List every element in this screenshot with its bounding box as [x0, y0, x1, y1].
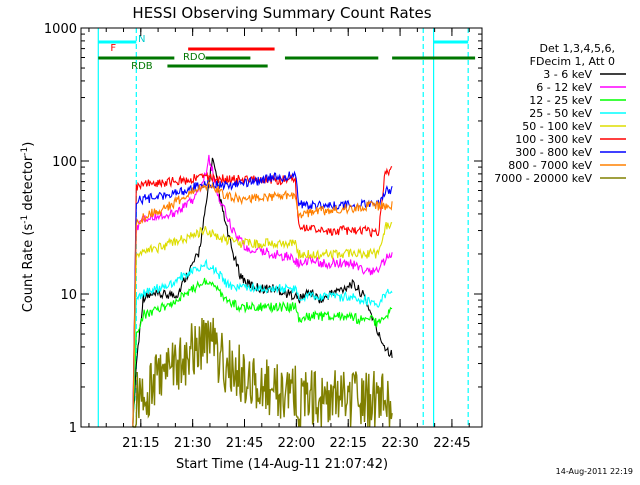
- y-axis-label-mid: detector: [21, 155, 36, 215]
- series-line: [132, 157, 393, 428]
- legend-entry-label: 12 - 25 keV: [529, 94, 592, 107]
- y-axis-label-main: Count Rate (s: [21, 224, 36, 313]
- legend-entry-label: 300 - 800 keV: [515, 146, 592, 159]
- x-tick-label: 22:45: [433, 436, 470, 451]
- series-line: [132, 154, 393, 428]
- chart-title: HESSI Observing Summary Count Rates: [132, 4, 431, 22]
- series-line: [132, 170, 393, 427]
- y-axis-label-sup2: -1: [20, 147, 30, 156]
- x-tick-label: 22:15: [329, 436, 366, 451]
- legend-entry-label: 7000 - 20000 keV: [494, 172, 592, 185]
- y-axis-label: Count Rate (s-1 detector-1): [20, 142, 36, 313]
- rdb-flag-label: RDB: [131, 61, 153, 72]
- legend-entry-label: 6 - 12 keV: [536, 81, 592, 94]
- series-line: [132, 277, 393, 428]
- legend-entry-label: 800 - 7000 keV: [508, 159, 592, 172]
- status-flags: N F RDO RDB: [97, 28, 476, 427]
- series-layer: [132, 154, 393, 428]
- x-axis-label: Start Time (14-Aug-11 21:07:42): [176, 457, 388, 472]
- series-line: [132, 180, 393, 428]
- y-tick-label: 10: [60, 288, 77, 303]
- x-tick-label: 22:00: [278, 436, 315, 451]
- flare-flag-label: F: [110, 43, 116, 54]
- legend-entry-label: 3 - 6 keV: [543, 68, 592, 81]
- x-tick-label: 22:30: [381, 436, 418, 451]
- legend-entry-label: 50 - 100 keV: [522, 120, 592, 133]
- rdo-flag-label: RDO: [183, 52, 206, 63]
- y-axis-label-end: ): [21, 142, 36, 147]
- x-tick-label: 21:30: [174, 436, 211, 451]
- x-tick-label: 21:15: [122, 436, 159, 451]
- legend-header: FDecim 1, Att 0: [530, 55, 615, 68]
- series-line: [132, 258, 393, 428]
- series-line: [132, 317, 393, 428]
- y-tick-label: 1000: [44, 22, 77, 37]
- y-tick-label: 1: [69, 421, 77, 436]
- axes: 1 10 100 1000 21:15 21:30 21:45 22:00 22:15 22:30…: [44, 22, 483, 451]
- legend-entry-label: 25 - 50 keV: [529, 107, 592, 120]
- legend: Det 1,3,4,5,6,FDecim 1, Att 03 - 6 keV6 …: [494, 42, 626, 185]
- plot-frame: [80, 27, 483, 428]
- y-tick-label: 100: [52, 155, 77, 170]
- night-flag-label: N: [138, 34, 145, 45]
- series-line: [132, 221, 393, 428]
- legend-entry-label: 100 - 300 keV: [515, 133, 592, 146]
- date-stamp: 14-Aug-2011 22:19: [556, 467, 633, 476]
- y-axis-label-sup1: -1: [20, 215, 30, 224]
- x-tick-label: 21:45: [226, 436, 263, 451]
- legend-header: Det 1,3,4,5,6,: [539, 42, 615, 55]
